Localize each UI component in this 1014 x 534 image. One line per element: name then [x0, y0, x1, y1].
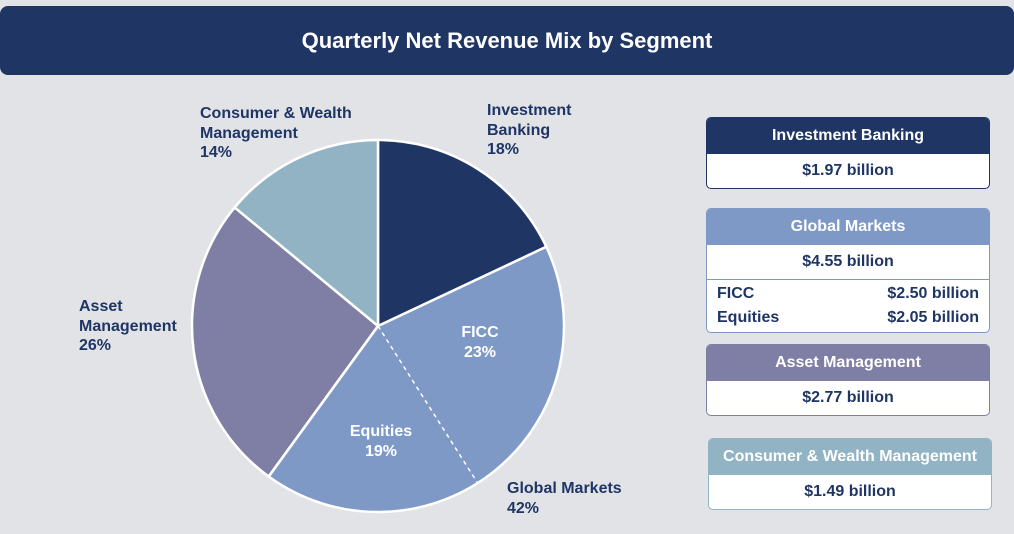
card-global-markets-breakdown: FICC $2.50 billion Equities $2.05 billio… [707, 279, 989, 332]
slice-global-markets-outline [266, 245, 566, 514]
slice-ficc [378, 246, 564, 484]
card-consumer-wealth: Consumer & Wealth Management $1.49 billi… [708, 438, 992, 510]
label-consumer-wealth: Consumer & Wealth Management 14% [200, 104, 352, 163]
slice-equities [268, 326, 478, 512]
label-investment-banking-line1: Investment [487, 102, 572, 119]
label-asset-management: Asset Management 26% [79, 297, 177, 356]
card-global-markets-value: $4.55 billion [802, 253, 894, 270]
label-equities-line1: Equities [349, 423, 413, 440]
label-ficc: FICC 23% [450, 323, 510, 362]
slice-asset-management [190, 205, 380, 479]
card-consumer-wealth-title: Consumer & Wealth Management [709, 439, 991, 475]
card-row-equities-label: Equities [717, 309, 780, 326]
label-global-markets-line1: Global Markets [507, 480, 622, 497]
label-global-markets: Global Markets 42% [507, 479, 622, 518]
ficc-equities-divider [377, 325, 479, 484]
label-equities-pct: 19% [364, 442, 398, 460]
card-row-equities-value: $2.05 billion [887, 309, 979, 326]
card-investment-banking-value: $1.97 billion [802, 162, 894, 179]
label-investment-banking-line2: Banking [487, 121, 551, 139]
card-row-ficc-label: FICC [717, 285, 755, 302]
label-consumer-wealth-line2: Management [200, 124, 298, 142]
card-asset-management-value: $2.77 billion [802, 389, 894, 406]
header-banner: Quarterly Net Revenue Mix by Segment [0, 6, 1014, 75]
card-consumer-wealth-value: $1.49 billion [804, 483, 896, 500]
card-investment-banking: Investment Banking $1.97 billion [706, 117, 990, 189]
label-asset-management-line1: Asset [79, 298, 123, 315]
slice-consumer-wealth [232, 138, 380, 329]
label-asset-management-pct: 26% [79, 337, 112, 354]
label-asset-management-line2: Management [79, 317, 177, 335]
label-ficc-line1: FICC [461, 324, 499, 341]
label-consumer-wealth-line1: Consumer & Wealth [200, 105, 352, 122]
card-global-markets-title: Global Markets [707, 209, 989, 245]
label-global-markets-pct: 42% [507, 499, 540, 517]
label-investment-banking-pct: 18% [487, 141, 520, 158]
card-row-equities: Equities $2.05 billion [717, 306, 979, 330]
label-consumer-wealth-pct: 14% [200, 144, 233, 161]
page-title: Quarterly Net Revenue Mix by Segment [301, 27, 713, 53]
card-asset-management-title: Asset Management [707, 345, 989, 381]
label-equities: Equities 19% [340, 422, 422, 461]
card-asset-management: Asset Management $2.77 billion [706, 344, 990, 416]
slice-investment-banking [376, 138, 548, 328]
card-investment-banking-title: Investment Banking [707, 118, 989, 154]
card-row-ficc: FICC $2.50 billion [717, 282, 979, 306]
card-row-ficc-value: $2.50 billion [887, 285, 979, 302]
card-global-markets: Global Markets $4.55 billion FICC $2.50 … [706, 208, 990, 333]
label-investment-banking: Investment Banking 18% [487, 101, 571, 160]
label-ficc-pct: 23% [463, 343, 497, 361]
